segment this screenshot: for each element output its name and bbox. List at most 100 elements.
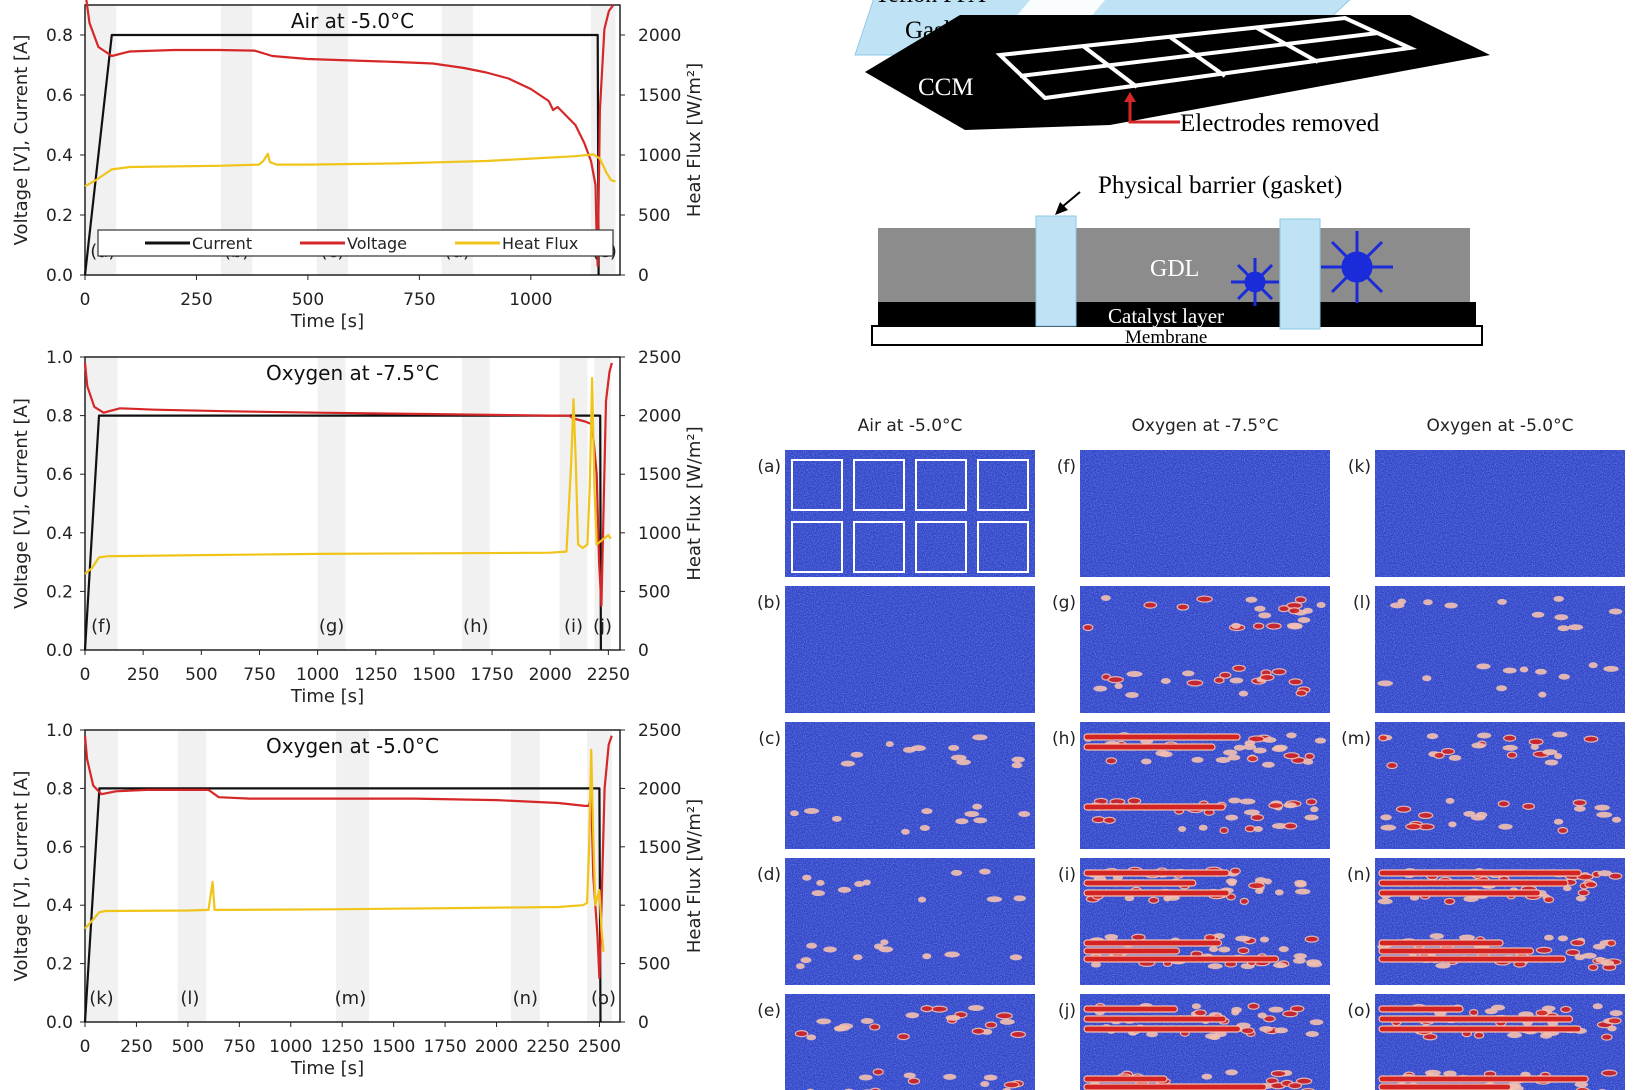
series-line-heat-flux [84,748,605,952]
series-line-voltage [83,735,613,980]
y-tick-label: 0.4 [46,896,73,916]
stage-label: (i) [564,616,583,637]
stage-band [594,357,611,650]
chart-title: Air at -5.0°C [291,9,414,33]
x-tick-label: 750 [223,1037,255,1057]
y-tick-label: 1.0 [46,721,73,741]
y-tick-label: 0.0 [46,266,73,286]
y-tick-label: 0.8 [46,26,73,46]
series-line-current [83,787,602,1023]
x-tick-label: 0 [80,1037,91,1057]
y-tick-label: 0.4 [46,524,73,544]
y-tick-label: 0.2 [46,955,73,975]
y2-tick-label: 2000 [638,779,681,799]
y2-tick-label: 1500 [638,86,681,106]
stage-band [336,730,369,1022]
y2-tick-label: 2500 [638,721,681,741]
x-tick-label: 1500 [412,665,455,685]
y-tick-label: 0.0 [46,1013,73,1033]
y2-tick-label: 500 [638,206,670,226]
y-tick-label: 0.2 [46,206,73,226]
y-tick-label: 0.0 [46,641,73,661]
chart-title: Oxygen at -5.0°C [266,734,439,758]
x-tick-label: 1750 [423,1037,466,1057]
y2-tick-label: 0 [638,1013,649,1033]
x-axis-label: Time [s] [290,311,364,332]
y-tick-label: 0.2 [46,582,73,602]
y-axis-label: Voltage [V], Current [A] [11,398,32,609]
y-tick-label: 1.0 [46,348,73,368]
series-line-heat-flux [84,377,612,575]
y-tick-label: 0.6 [46,838,73,858]
series-line-voltage [85,0,615,268]
y-tick-label: 0.6 [46,465,73,485]
x-tick-label: 500 [172,1037,204,1057]
y-tick-label: 0.8 [46,779,73,799]
x-tick-label: 500 [185,665,217,685]
x-tick-label: 2250 [587,665,630,685]
y2-tick-label: 2000 [638,407,681,427]
y-axis-label: Voltage [V], Current [A] [11,771,32,982]
stage-band [177,730,207,1022]
plot-frame [84,356,621,651]
x-tick-label: 1000 [509,290,552,310]
x-tick-label: 2250 [526,1037,569,1057]
y2-tick-label: 0 [638,266,649,286]
y-axis-label: Voltage [V], Current [A] [11,35,32,246]
stage-band [85,357,118,650]
stage-label: (l) [180,988,199,1009]
x-tick-label: 250 [180,290,212,310]
stage-label: (f) [91,616,111,637]
plot-frame [84,729,621,1023]
x-axis-label: Time [s] [290,1058,364,1079]
x-tick-label: 1250 [354,665,397,685]
stage-label: (n) [513,988,538,1009]
y2-tick-label: 1500 [638,838,681,858]
x-tick-label: 750 [403,290,435,310]
y2-tick-label: 1500 [638,465,681,485]
x-tick-label: 1250 [321,1037,364,1057]
y2-tick-label: 1000 [638,524,681,544]
legend-entry: Heat Flux [502,234,578,253]
y2-tick-label: 2500 [638,348,681,368]
x-tick-label: 2500 [578,1037,621,1057]
plot-frame [84,4,621,276]
x-tick-label: 0 [80,665,91,685]
legend-entry: Voltage [347,234,407,253]
series-line-current [83,33,600,276]
series-line-current [83,414,602,651]
y2-axis-label: Heat Flux [W/m²] [684,63,705,217]
stage-band [510,730,540,1022]
series-line-heat-flux [84,152,616,188]
y2-tick-label: 500 [638,955,670,975]
stage-band [461,357,490,650]
stage-label: (o) [591,988,616,1009]
x-tick-label: 2000 [475,1037,518,1057]
y2-tick-label: 2000 [638,26,681,46]
stage-band [317,357,346,650]
y2-axis-label: Heat Flux [W/m²] [684,799,705,953]
y2-tick-label: 1000 [638,146,681,166]
stage-label: (m) [335,988,367,1009]
chart-title: Oxygen at -7.5°C [266,361,439,385]
chart-1: 0.0 0.2 0.4 0.6 0.8 0 500 1000 1500 2000 0 250 500 75… [11,0,705,332]
x-tick-label: 500 [292,290,324,310]
y2-tick-label: 1000 [638,896,681,916]
x-tick-label: 1000 [269,1037,312,1057]
stage-label: (j) [593,616,612,637]
y2-tick-label: 0 [638,641,649,661]
x-tick-label: 0 [80,290,91,310]
y-tick-label: 0.8 [46,407,73,427]
x-tick-label: 750 [243,665,275,685]
series-line-voltage [83,362,613,608]
x-tick-label: 1000 [296,665,339,685]
stage-label: (g) [319,616,344,637]
stage-label: (k) [89,988,113,1009]
legend: Current Voltage Heat Flux [97,229,614,257]
x-tick-label: 1500 [372,1037,415,1057]
y-tick-label: 0.4 [46,146,73,166]
x-tick-label: 2000 [529,665,572,685]
legend-entry: Current [192,234,252,253]
